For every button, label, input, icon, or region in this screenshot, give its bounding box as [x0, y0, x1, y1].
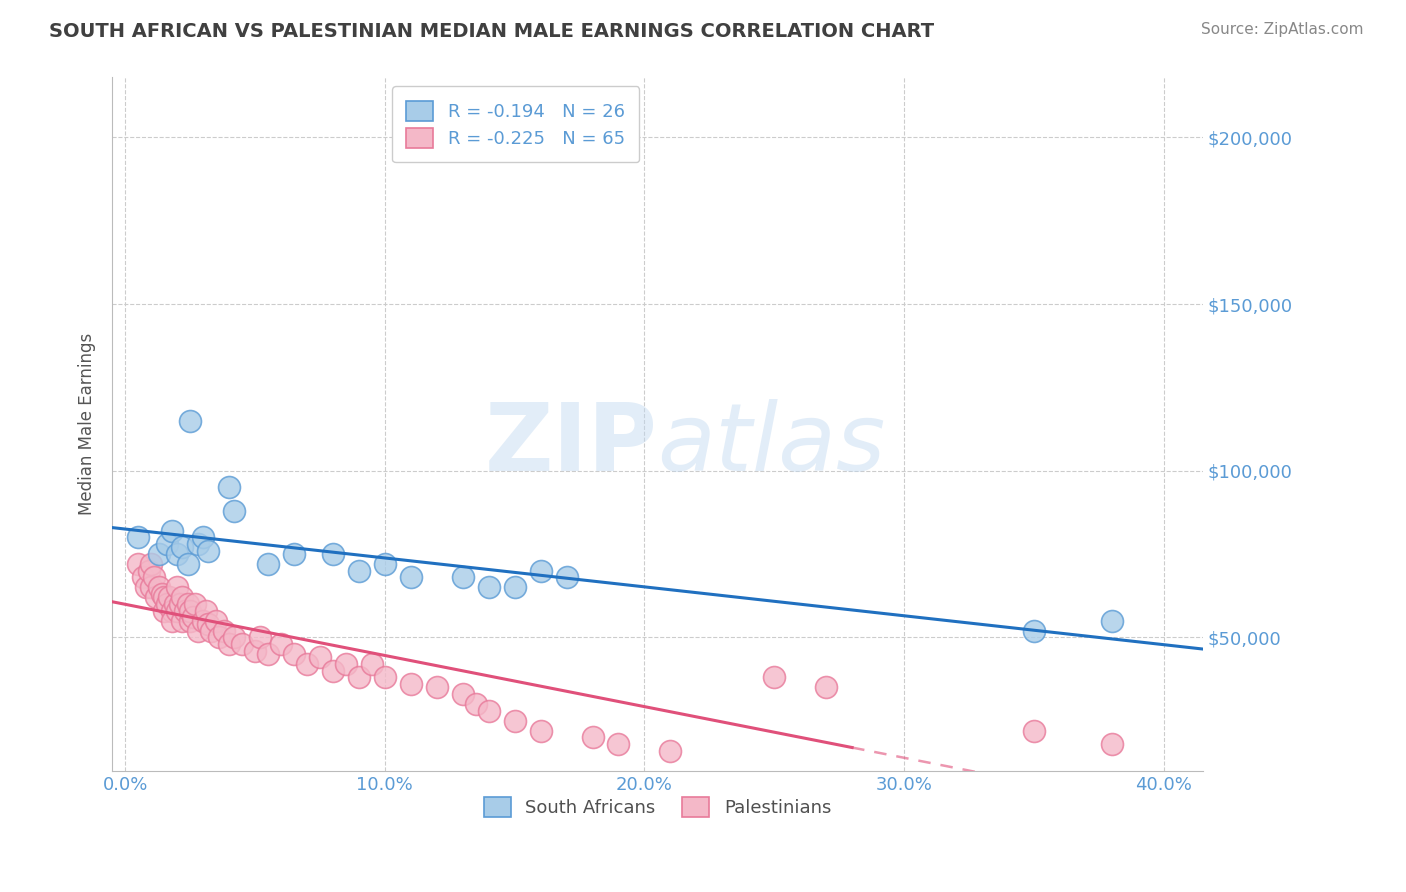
Point [360, 657, 382, 671]
Point [309, 650, 332, 665]
Point [1022, 723, 1045, 738]
Point [184, 597, 207, 611]
Point [172, 614, 194, 628]
Point [205, 614, 228, 628]
Point [322, 664, 344, 678]
Point [176, 597, 198, 611]
Point [295, 657, 318, 671]
Point [399, 677, 422, 691]
Y-axis label: Median Male Earnings: Median Male Earnings [79, 333, 96, 516]
Point [270, 637, 292, 651]
Point [194, 604, 217, 618]
Point [148, 580, 170, 594]
Text: SOUTH AFRICAN VS PALESTINIAN MEDIAN MALE EARNINGS CORRELATION CHART: SOUTH AFRICAN VS PALESTINIAN MEDIAN MALE… [49, 22, 935, 41]
Point [212, 624, 235, 638]
Point [529, 564, 551, 578]
Point [187, 537, 209, 551]
Point [243, 643, 266, 657]
Point [181, 610, 204, 624]
Point [218, 480, 240, 494]
Point [179, 604, 201, 618]
Point [1101, 614, 1123, 628]
Text: atlas: atlas [658, 400, 886, 491]
Point [127, 557, 149, 571]
Point [166, 604, 188, 618]
Text: Source: ZipAtlas.com: Source: ZipAtlas.com [1201, 22, 1364, 37]
Point [160, 604, 183, 618]
Point [347, 670, 370, 684]
Point [503, 714, 526, 728]
Point [191, 530, 214, 544]
Point [218, 637, 240, 651]
Point [347, 564, 370, 578]
Point [141, 557, 163, 571]
Point [283, 647, 305, 661]
Point [763, 670, 786, 684]
Point [607, 737, 630, 751]
Point [153, 604, 176, 618]
Point [659, 744, 682, 758]
Point [172, 541, 194, 555]
Point [374, 557, 396, 571]
Point [451, 687, 474, 701]
Point [335, 657, 357, 671]
Point [132, 570, 155, 584]
Point [135, 580, 157, 594]
Point [374, 670, 396, 684]
Point [176, 557, 198, 571]
Point [197, 617, 219, 632]
Point [200, 624, 222, 638]
Point [581, 731, 603, 745]
Point [156, 537, 179, 551]
Point [464, 697, 486, 711]
Point [322, 547, 344, 561]
Point [197, 543, 219, 558]
Point [257, 647, 280, 661]
Point [1022, 624, 1045, 638]
Legend: South Africans, Palestinians: South Africans, Palestinians [477, 789, 838, 824]
Point [555, 570, 578, 584]
Point [249, 631, 271, 645]
Point [191, 614, 214, 628]
Point [257, 557, 280, 571]
Point [169, 597, 191, 611]
Point [166, 580, 188, 594]
Point [157, 591, 180, 605]
Point [399, 570, 422, 584]
Point [815, 681, 838, 695]
Point [145, 591, 167, 605]
Point [141, 580, 163, 594]
Point [208, 631, 231, 645]
Point [142, 570, 165, 584]
Point [127, 530, 149, 544]
Point [179, 414, 201, 428]
Point [138, 564, 160, 578]
Point [148, 547, 170, 561]
Point [231, 637, 253, 651]
Point [478, 580, 501, 594]
Point [451, 570, 474, 584]
Point [478, 704, 501, 718]
Point [174, 604, 197, 618]
Point [426, 681, 449, 695]
Text: ZIP: ZIP [485, 399, 658, 491]
Point [224, 504, 246, 518]
Point [153, 591, 176, 605]
Point [187, 624, 209, 638]
Point [160, 524, 183, 538]
Point [156, 597, 179, 611]
Point [160, 614, 183, 628]
Point [150, 587, 173, 601]
Point [503, 580, 526, 594]
Point [163, 597, 186, 611]
Point [166, 547, 188, 561]
Point [179, 614, 201, 628]
Point [224, 631, 246, 645]
Point [529, 723, 551, 738]
Point [172, 591, 194, 605]
Point [1101, 737, 1123, 751]
Point [283, 547, 305, 561]
